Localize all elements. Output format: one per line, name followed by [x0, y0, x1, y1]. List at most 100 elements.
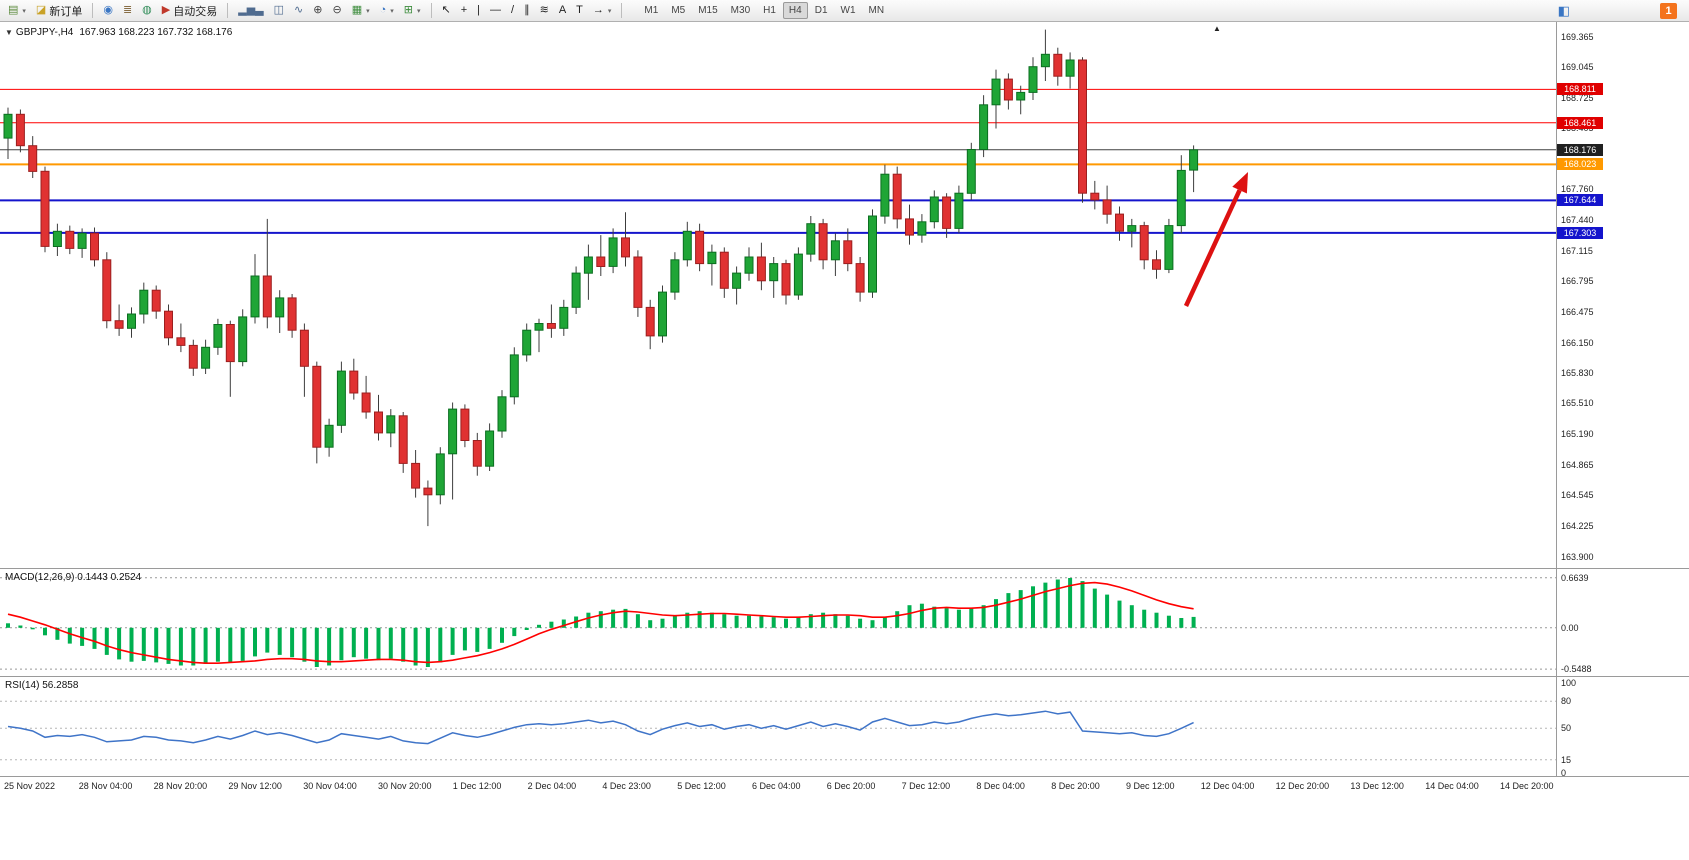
tile-windows-icon: ▦	[351, 4, 363, 16]
tile-windows-icon[interactable]: ▦ ▾	[348, 2, 374, 20]
scheduler-icon[interactable]: ◔ ▾	[376, 2, 398, 20]
time-axis-label: 5 Dec 12:00	[677, 781, 726, 791]
zoom-out-icon[interactable]: ⊖	[328, 2, 345, 20]
cursor-icon: ↖	[441, 4, 451, 16]
price-axis-label: 167.760	[1561, 184, 1594, 194]
timeframe-M1[interactable]: M1	[644, 5, 659, 16]
symbol-timeframe-label: GBPJPY-,H4	[15, 27, 74, 38]
macd-header: MACD(12,26,9) 0.1443 0.2524	[5, 572, 142, 583]
text-label-icon[interactable]: T	[572, 2, 587, 20]
timeframe-W1[interactable]: W1	[840, 5, 856, 16]
price-axis-label: 166.475	[1561, 307, 1594, 317]
price-axis-border	[1556, 22, 1557, 776]
main-toolbar: ▤ ▾ ◪ 新订单 ◉ ≣ ◍ ▶ 自动交易 ▂▅▃ ◫ ∿ ⊕ ⊖ ▦ ▾ ◔ ▾ ⊞ ▾ ↖ + | — / ∥ ≋ A T → ▾ M1…	[0, 0, 1689, 22]
time-axis-label: 8 Dec 04:00	[976, 781, 1025, 791]
equidistant-channel-icon[interactable]: ∥	[520, 2, 534, 20]
rsi-axis-label: 0	[1561, 768, 1567, 778]
time-axis-label: 6 Dec 20:00	[826, 781, 876, 791]
rsi-line	[7, 710, 1194, 745]
trend-arrow-annotation[interactable]	[1183, 172, 1248, 307]
price-axis-label: 168.725	[1561, 93, 1594, 103]
zoom-out-icon: ⊖	[332, 4, 342, 16]
chart-title-bar: ▼ GBPJPY-,H4 167.963 168.223 167.732 168.1…	[5, 27, 232, 38]
toolbar-separator	[92, 3, 94, 18]
macd-indicator-chart[interactable]	[0, 569, 1556, 676]
notification-badge[interactable]: 1	[1660, 2, 1677, 19]
chat-icon[interactable]: ◧	[1557, 3, 1570, 18]
arrows-icon: →	[592, 4, 604, 16]
auto-trading-button[interactable]: ▶ 自动交易	[158, 2, 221, 20]
timeframe-H1[interactable]: H1	[763, 5, 776, 16]
time-axis-label: 29 Nov 12:00	[228, 781, 282, 791]
toolbar-separator	[227, 3, 229, 18]
rsi-axis-label: 50	[1561, 723, 1572, 733]
time-axis-label: 28 Nov 20:00	[153, 781, 208, 791]
panel-separator[interactable]	[0, 676, 1689, 677]
time-axis-label: 7 Dec 12:00	[901, 781, 951, 791]
price-axis-label: 166.150	[1561, 338, 1594, 348]
bar-chart-icon: ▂▅▃	[238, 4, 264, 16]
candlestick-chart-icon[interactable]: ◫	[270, 2, 288, 20]
news-icon[interactable]: ≣	[119, 2, 136, 20]
indicators-icon: ⊞	[403, 4, 413, 16]
time-axis-label: 14 Dec 20:00	[1500, 781, 1554, 791]
compass-icon[interactable]: ◉	[99, 2, 117, 20]
price-line-badge: 168.023	[1557, 158, 1603, 170]
trendline-icon[interactable]: /	[507, 2, 518, 20]
time-axis-label: 28 Nov 04:00	[78, 781, 133, 791]
macd-signal-line	[7, 581, 1194, 664]
time-axis-label: 12 Dec 20:00	[1275, 781, 1330, 791]
price-line-badge: 168.461	[1557, 117, 1603, 129]
indicators-icon[interactable]: ⊞ ▾	[400, 2, 425, 20]
price-axis-label: 167.440	[1561, 215, 1594, 225]
cursor-icon[interactable]: ↖	[438, 2, 455, 20]
chart-shift-marker[interactable]: ▲	[1213, 24, 1221, 33]
line-chart-icon[interactable]: ∿	[290, 2, 307, 20]
compass-icon: ◉	[103, 4, 113, 16]
time-axis-label: 1 Dec 12:00	[452, 781, 502, 791]
time-axis-label: 14 Dec 04:00	[1425, 781, 1479, 791]
zoom-in-icon[interactable]: ⊕	[309, 2, 326, 20]
equidistant-channel-icon: ∥	[524, 4, 530, 16]
macd-histogram	[6, 578, 1196, 667]
price-axis-label: 165.510	[1561, 398, 1594, 408]
new-order-icon: ◪	[35, 4, 47, 16]
time-axis-label: 25 Nov 2022	[4, 781, 56, 791]
chart-menu-icon[interactable]: ▼	[5, 28, 13, 37]
text-icon: A	[558, 4, 567, 16]
chevron-down-icon: ▾	[22, 7, 26, 15]
timeframe-M15[interactable]: M15	[698, 5, 718, 16]
price-axis-label: 166.795	[1561, 276, 1594, 286]
chevron-down-icon: ▾	[417, 7, 421, 15]
horizontal-line-icon[interactable]: —	[486, 2, 505, 20]
price-axis-label: 167.115	[1561, 246, 1593, 256]
new-chart-icon[interactable]: ▤ ▾	[4, 2, 30, 20]
chevron-down-icon: ▾	[390, 7, 394, 15]
ohlc-values: 167.963 168.223 167.732 168.176	[79, 27, 233, 38]
text-icon[interactable]: A	[555, 2, 570, 20]
timeframe-M5[interactable]: M5	[671, 5, 686, 16]
vertical-line-icon[interactable]: |	[473, 2, 484, 20]
fibonacci-icon[interactable]: ≋	[536, 2, 553, 20]
main-price-chart[interactable]	[0, 22, 1556, 568]
line-chart-icon: ∿	[294, 4, 304, 16]
price-line-badge: 168.811	[1557, 83, 1603, 95]
rsi-indicator-chart[interactable]	[0, 677, 1556, 776]
market-icon[interactable]: ◍	[138, 2, 156, 20]
scheduler-icon: ◔	[379, 4, 387, 16]
panel-separator[interactable]	[0, 568, 1689, 569]
crosshair-icon[interactable]: +	[457, 2, 471, 20]
timeframe-MN[interactable]: MN	[868, 5, 885, 16]
time-axis-label: 2 Dec 04:00	[527, 781, 577, 791]
timeframe-M30[interactable]: M30	[730, 5, 751, 16]
new-order-button[interactable]: ◪ 新订单	[32, 2, 86, 20]
timeframe-D1[interactable]: D1	[814, 5, 828, 16]
timeframe-H4[interactable]: H4	[782, 2, 808, 19]
arrows-icon[interactable]: → ▾	[589, 2, 616, 20]
price-axis-label: 163.900	[1561, 552, 1594, 562]
toolbar-separator	[621, 3, 623, 18]
bar-chart-icon[interactable]: ▂▅▃	[234, 2, 267, 20]
text-label-icon: T	[576, 4, 583, 16]
crosshair-icon: +	[460, 4, 468, 16]
time-axis-label: 8 Dec 20:00	[1051, 781, 1100, 791]
